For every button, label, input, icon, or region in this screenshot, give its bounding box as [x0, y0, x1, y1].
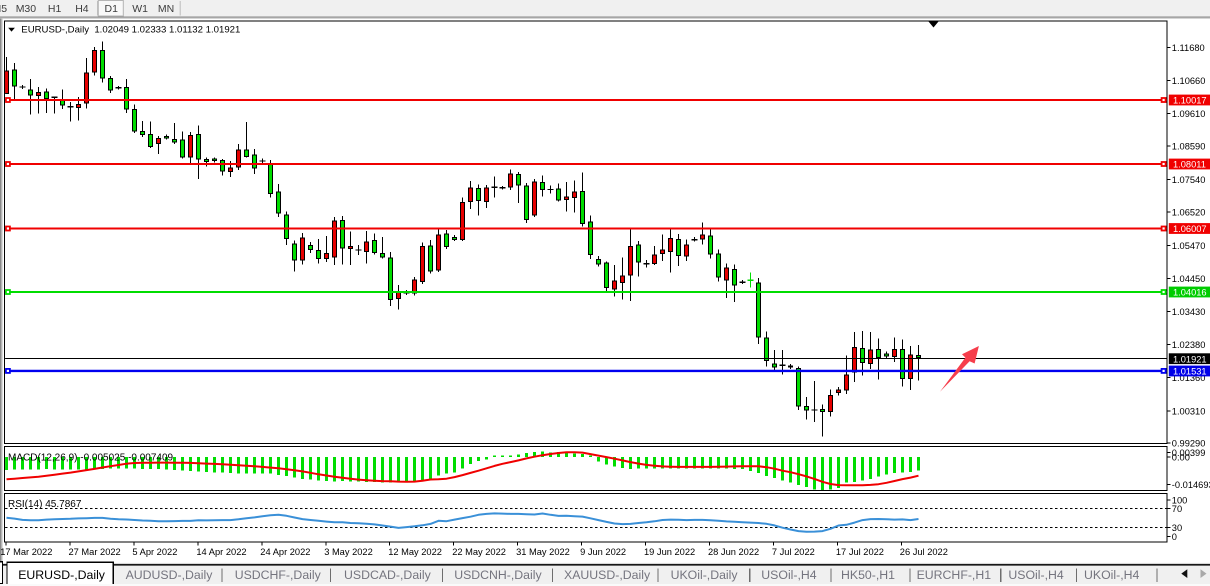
svg-text:M30: M30: [16, 3, 37, 15]
svg-text:7 Jul 2022: 7 Jul 2022: [772, 547, 815, 557]
svg-text:1.06520: 1.06520: [1172, 208, 1206, 218]
svg-text:1.01921: 1.01921: [1173, 354, 1207, 364]
svg-text:24 Apr 2022: 24 Apr 2022: [260, 547, 310, 557]
svg-text:100: 100: [1172, 495, 1188, 505]
svg-text:0.99290: 0.99290: [1172, 439, 1206, 449]
svg-text:MACD(12,26,9) -0.005025 -0.007: MACD(12,26,9) -0.005025 -0.007409: [8, 452, 174, 463]
svg-text:1.02380: 1.02380: [1172, 340, 1206, 350]
svg-text:EURUSD-,Daily: EURUSD-,Daily: [18, 568, 106, 582]
svg-text:31 May 2022: 31 May 2022: [516, 547, 570, 557]
svg-text:0.00399: 0.00399: [1172, 448, 1206, 458]
svg-text:USDCAD-,Daily: USDCAD-,Daily: [344, 568, 432, 582]
svg-text:19 Jun 2022: 19 Jun 2022: [644, 547, 695, 557]
svg-text:26 Jul 2022: 26 Jul 2022: [900, 547, 948, 557]
svg-text:22 May 2022: 22 May 2022: [452, 547, 506, 557]
svg-text:HK50-,H1: HK50-,H1: [841, 568, 895, 582]
svg-text:USDCNH-,Daily: USDCNH-,Daily: [454, 568, 542, 582]
svg-text:RSI(14) 45.7867: RSI(14) 45.7867: [8, 499, 82, 510]
svg-text:USDCHF-,Daily: USDCHF-,Daily: [235, 568, 322, 582]
svg-text:27 Mar 2022: 27 Mar 2022: [69, 547, 121, 557]
svg-text:W1: W1: [132, 3, 148, 15]
svg-text:MN: MN: [158, 3, 174, 15]
svg-text:30: 30: [1172, 523, 1182, 533]
svg-text:1.01531: 1.01531: [1173, 367, 1207, 377]
svg-text:-0.014693: -0.014693: [1172, 480, 1210, 490]
svg-text:XAUUSD-,Daily: XAUUSD-,Daily: [564, 568, 651, 582]
svg-text:9 Jun 2022: 9 Jun 2022: [580, 547, 626, 557]
svg-text:AUDUSD-,Daily: AUDUSD-,Daily: [126, 568, 214, 582]
svg-text:12 May 2022: 12 May 2022: [388, 547, 442, 557]
svg-text:1.05470: 1.05470: [1172, 241, 1206, 251]
svg-text:3 May 2022: 3 May 2022: [324, 547, 373, 557]
svg-text:1.06007: 1.06007: [1173, 224, 1207, 234]
svg-text:28 Jun 2022: 28 Jun 2022: [708, 547, 759, 557]
svg-text:EURCHF-,H1: EURCHF-,H1: [917, 568, 992, 582]
svg-text:UKOil-,Daily: UKOil-,Daily: [671, 568, 739, 582]
svg-text:70: 70: [1172, 504, 1182, 514]
svg-text:USOil-,H4: USOil-,H4: [761, 568, 817, 582]
svg-text:EURUSD-,Daily 1.02049 1.02333: EURUSD-,Daily 1.02049 1.02333 1.01132 1.…: [21, 25, 240, 36]
svg-text:1.03430: 1.03430: [1172, 307, 1206, 317]
svg-text:5 Apr 2022: 5 Apr 2022: [132, 547, 177, 557]
svg-text:1.04016: 1.04016: [1173, 288, 1207, 298]
svg-text:USOil-,H4: USOil-,H4: [1008, 568, 1064, 582]
svg-text:14 Apr 2022: 14 Apr 2022: [196, 547, 246, 557]
svg-text:H1: H1: [48, 3, 62, 15]
svg-text:1.00310: 1.00310: [1172, 407, 1206, 417]
svg-text:1.10660: 1.10660: [1172, 76, 1206, 86]
svg-text:1.10017: 1.10017: [1173, 96, 1207, 106]
svg-text:1.11680: 1.11680: [1172, 43, 1205, 53]
svg-text:17 Mar 2022: 17 Mar 2022: [0, 547, 52, 557]
svg-text:1.07540: 1.07540: [1172, 175, 1206, 185]
svg-text:H4: H4: [75, 3, 89, 15]
svg-text:UKOil-,H4: UKOil-,H4: [1084, 568, 1140, 582]
svg-text:1.08590: 1.08590: [1172, 142, 1206, 152]
svg-text:0.00: 0.00: [1172, 452, 1190, 462]
svg-text:1.08011: 1.08011: [1173, 160, 1206, 170]
svg-text:1.01360: 1.01360: [1172, 373, 1206, 383]
svg-text:17 Jul 2022: 17 Jul 2022: [836, 547, 884, 557]
svg-text:M5: M5: [0, 3, 7, 15]
svg-text:0: 0: [1172, 532, 1177, 542]
svg-text:D1: D1: [105, 3, 119, 15]
svg-text:1.09610: 1.09610: [1172, 109, 1206, 119]
svg-text:1.04450: 1.04450: [1172, 274, 1206, 284]
